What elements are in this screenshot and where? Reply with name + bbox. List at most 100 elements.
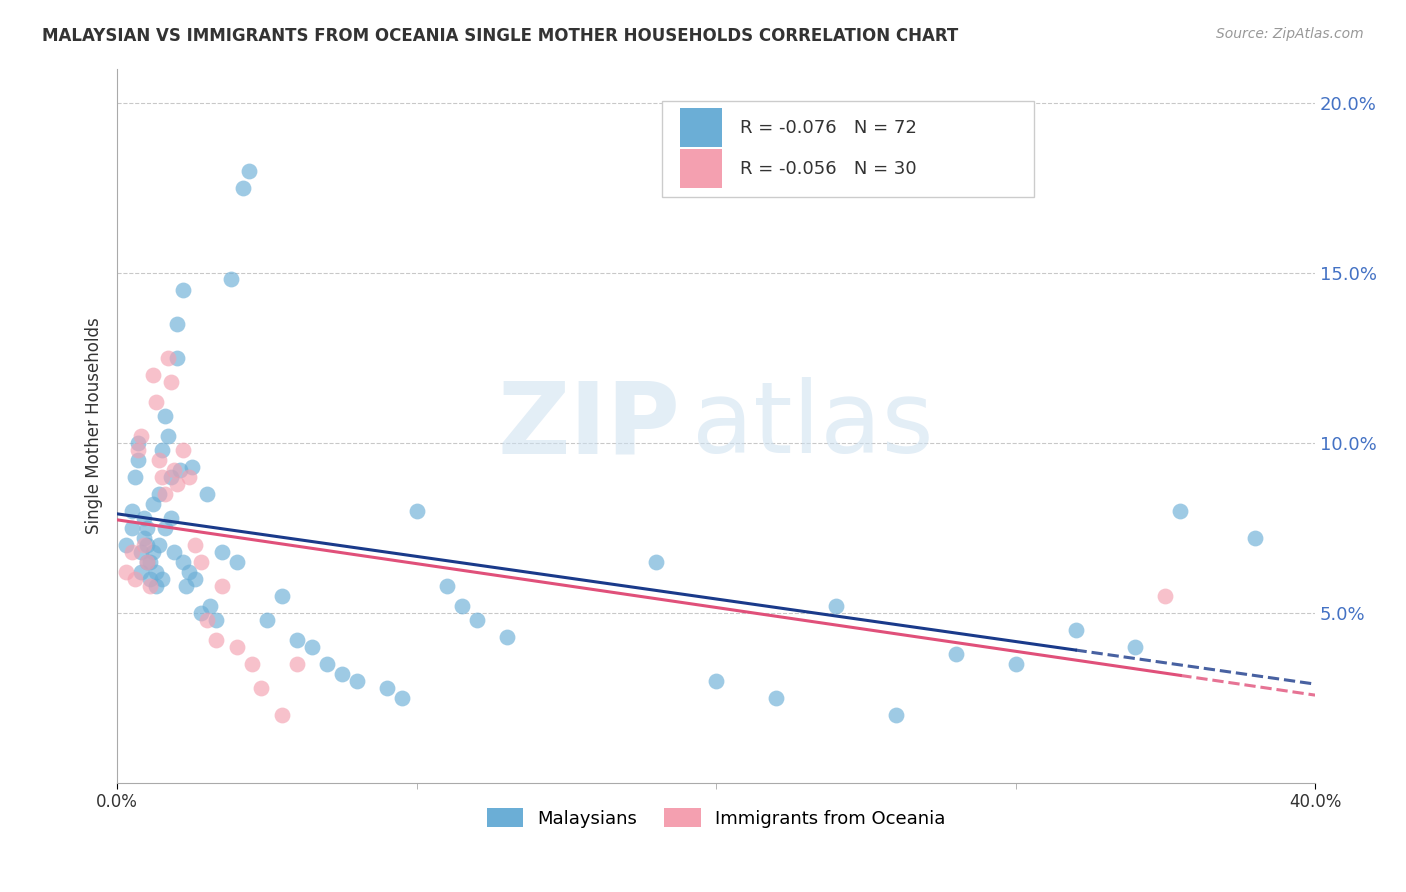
- Point: [391, 690, 413, 705]
- Point: [346, 673, 368, 688]
- Point: [142, 544, 165, 558]
- Point: [121, 504, 143, 518]
- Point: [301, 640, 323, 654]
- Point: [129, 429, 152, 443]
- Text: atlas: atlas: [692, 377, 934, 475]
- Point: [1244, 531, 1267, 545]
- Point: [375, 681, 398, 695]
- Point: [166, 351, 188, 365]
- Point: [270, 708, 292, 723]
- Point: [1154, 589, 1177, 603]
- Point: [405, 504, 427, 518]
- Point: [115, 565, 138, 579]
- Point: [136, 555, 159, 569]
- Point: [190, 555, 212, 569]
- Point: [134, 510, 156, 524]
- Point: [124, 470, 146, 484]
- Point: [148, 452, 170, 467]
- Point: [645, 555, 668, 569]
- Point: [115, 538, 138, 552]
- Point: [172, 283, 194, 297]
- Point: [495, 630, 517, 644]
- Point: [160, 510, 183, 524]
- Point: [139, 555, 162, 569]
- Point: [1064, 623, 1087, 637]
- Point: [166, 476, 188, 491]
- Point: [136, 538, 159, 552]
- Point: [226, 555, 249, 569]
- Point: [177, 470, 200, 484]
- Point: [163, 544, 186, 558]
- Point: [232, 180, 254, 194]
- Point: [145, 395, 167, 409]
- Point: [129, 565, 152, 579]
- Point: [195, 613, 218, 627]
- Point: [169, 463, 191, 477]
- Point: [181, 459, 204, 474]
- Point: [134, 538, 156, 552]
- Point: [129, 544, 152, 558]
- Point: [238, 163, 260, 178]
- Point: [153, 521, 176, 535]
- Point: [172, 555, 194, 569]
- Point: [163, 463, 186, 477]
- Text: R = -0.056   N = 30: R = -0.056 N = 30: [740, 160, 917, 178]
- Point: [825, 599, 848, 614]
- Point: [285, 657, 308, 671]
- Point: [157, 351, 180, 365]
- Point: [160, 470, 183, 484]
- Point: [145, 579, 167, 593]
- Point: [315, 657, 337, 671]
- Point: [172, 442, 194, 457]
- Point: [256, 613, 278, 627]
- Point: [219, 272, 242, 286]
- Point: [270, 589, 292, 603]
- Point: [136, 555, 159, 569]
- Point: [136, 521, 159, 535]
- FancyBboxPatch shape: [662, 101, 1033, 197]
- Point: [330, 667, 353, 681]
- Point: [205, 633, 228, 648]
- Point: [240, 657, 263, 671]
- Point: [177, 565, 200, 579]
- Text: ZIP: ZIP: [498, 377, 681, 475]
- Point: [166, 317, 188, 331]
- Point: [198, 599, 221, 614]
- Point: [205, 613, 228, 627]
- Point: [184, 572, 207, 586]
- Point: [465, 613, 488, 627]
- Point: [226, 640, 249, 654]
- Point: [124, 572, 146, 586]
- Point: [139, 579, 162, 593]
- Point: [190, 606, 212, 620]
- Point: [884, 708, 907, 723]
- Point: [157, 429, 180, 443]
- Point: [142, 497, 165, 511]
- Point: [153, 409, 176, 423]
- Point: [139, 572, 162, 586]
- Point: [945, 647, 967, 661]
- Point: [1125, 640, 1147, 654]
- Point: [211, 544, 233, 558]
- Point: [250, 681, 273, 695]
- Point: [195, 487, 218, 501]
- Y-axis label: Single Mother Households: Single Mother Households: [86, 318, 103, 534]
- Point: [148, 487, 170, 501]
- Text: Source: ZipAtlas.com: Source: ZipAtlas.com: [1216, 27, 1364, 41]
- Point: [160, 375, 183, 389]
- Point: [704, 673, 727, 688]
- Point: [127, 452, 149, 467]
- Text: R = -0.076   N = 72: R = -0.076 N = 72: [740, 119, 917, 136]
- Point: [450, 599, 472, 614]
- Point: [145, 565, 167, 579]
- Point: [127, 435, 149, 450]
- Point: [1004, 657, 1026, 671]
- Point: [121, 521, 143, 535]
- Point: [184, 538, 207, 552]
- Point: [134, 531, 156, 545]
- Point: [211, 579, 233, 593]
- Point: [285, 633, 308, 648]
- Point: [142, 368, 165, 382]
- Point: [765, 690, 787, 705]
- FancyBboxPatch shape: [681, 108, 723, 147]
